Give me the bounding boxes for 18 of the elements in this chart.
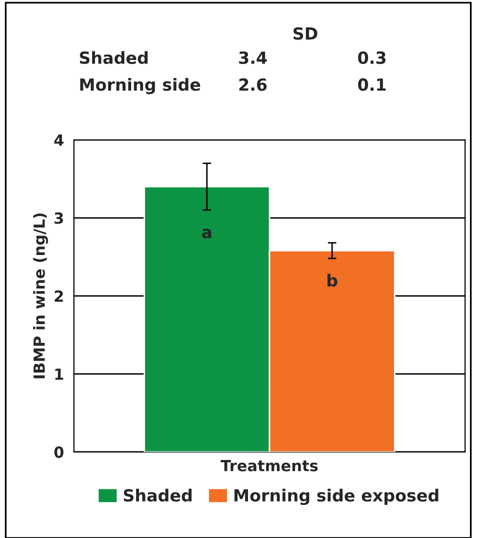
legend-label: Morning side exposed <box>234 488 438 506</box>
text: 0.1 <box>358 78 386 91</box>
text: SD <box>294 27 318 40</box>
text: Morning side <box>80 78 200 94</box>
text: 0.3 <box>358 51 386 64</box>
text: 3.4 <box>239 51 267 64</box>
legend-label: Shaded <box>124 488 192 502</box>
x-axis-title: Treatments <box>220 460 318 472</box>
text: 2.6 <box>239 78 267 91</box>
annotation: a <box>202 228 212 238</box>
annotation: b <box>328 274 338 287</box>
y-tick-label: 2 <box>54 290 63 302</box>
y-axis-title: IBMP in wine (ng/L) <box>33 213 48 378</box>
y-tick-label: 1 <box>55 368 64 380</box>
text: Shaded <box>80 51 148 64</box>
y-tick-label: 3 <box>54 212 63 224</box>
y-tick-label: 4 <box>54 134 64 146</box>
y-tick-label: 0 <box>54 446 64 458</box>
